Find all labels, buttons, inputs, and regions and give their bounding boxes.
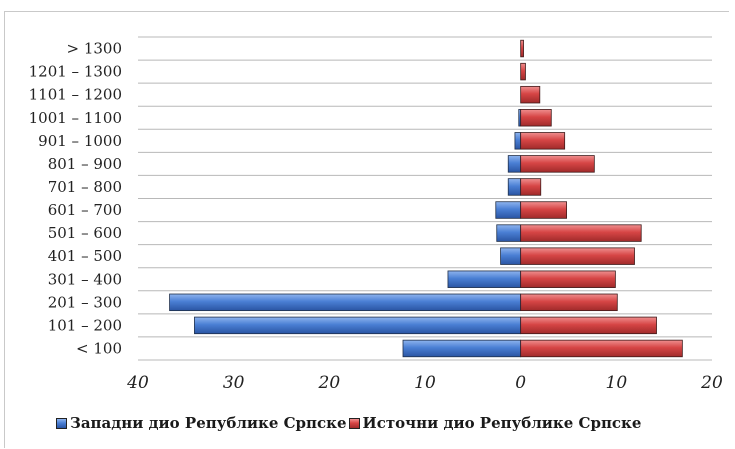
bar-west [194, 316, 522, 335]
bar-west [514, 132, 522, 150]
gridlines [138, 36, 712, 361]
y-tick-label: < 100 [76, 339, 122, 357]
legend-item-east: Источни дио Републике Српске [348, 414, 642, 432]
legend-label-east: Источни дио Републике Српске [362, 414, 642, 432]
legend-item-west: Западни дио Републике Српске [56, 414, 347, 432]
y-tick-label: 701 – 800 [48, 178, 122, 196]
bar-east [520, 293, 618, 312]
x-tick-label: 40 [126, 373, 149, 393]
y-tick-label: 501 – 600 [48, 224, 122, 242]
x-tick-label: 30 [223, 373, 245, 393]
legend-label-west: Западни дио Републике Српске [70, 414, 347, 432]
bar-west [496, 224, 522, 242]
bar-east [520, 316, 657, 335]
bar-west [500, 247, 522, 265]
bar-east [520, 224, 642, 242]
bar-east [520, 270, 616, 288]
bar-east [520, 155, 595, 173]
y-tick-label: 1201 – 1300 [29, 63, 122, 81]
bar-east [520, 247, 635, 265]
x-tick-label: 0 [515, 373, 526, 393]
bar-west [495, 201, 522, 219]
bar-west [402, 339, 522, 358]
bar-west [507, 155, 522, 173]
x-tick-label: 10 [414, 373, 436, 393]
bars [169, 39, 683, 358]
legend: Западни дио Републике Српске Источни дио… [56, 414, 641, 432]
bar-east [520, 39, 524, 58]
bar-east [520, 178, 542, 196]
y-tick-label: 101 – 200 [48, 316, 122, 334]
legend-swatch-east [348, 417, 360, 429]
x-tick-label: 20 [700, 373, 723, 393]
bar-east [520, 339, 683, 358]
y-tick-label: > 1300 [66, 40, 122, 58]
x-tick-labels: 40 30 20 10 0 10 20 [126, 373, 723, 393]
legend-swatch-west [56, 417, 67, 429]
y-tick-label: 1101 – 1200 [29, 86, 122, 104]
bar-west [169, 293, 522, 312]
y-tick-label: 301 – 400 [48, 270, 122, 288]
bar-east [520, 62, 526, 81]
y-tick-labels: > 1300 1201 – 1300 1101 – 1200 1001 – 1100 9… [29, 40, 122, 358]
y-tick-label: 601 – 700 [48, 201, 122, 219]
bar-west [507, 178, 522, 196]
bar-east [520, 109, 552, 127]
x-tick-label: 10 [606, 373, 628, 393]
y-tick-label: 901 – 1000 [38, 132, 122, 150]
y-tick-label: 1001 – 1100 [29, 109, 122, 127]
bar-east [520, 85, 541, 104]
x-tick-label: 20 [318, 373, 341, 393]
bar-east [520, 201, 567, 219]
bar-west [447, 270, 522, 288]
y-tick-label: 201 – 300 [48, 293, 122, 311]
y-tick-label: 401 – 500 [48, 247, 122, 265]
bar-east [520, 132, 566, 150]
y-tick-label: 801 – 900 [48, 155, 122, 173]
